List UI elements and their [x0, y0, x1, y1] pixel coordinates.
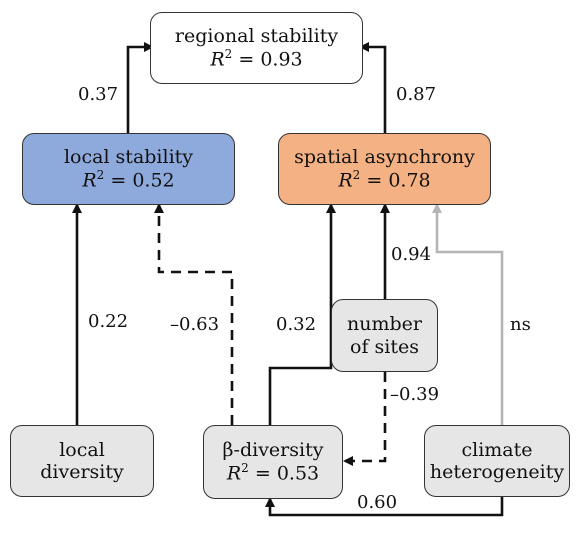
- coef-climate-to-beta: 0.60: [357, 492, 398, 513]
- node-local-diversity-line1: local: [59, 438, 105, 461]
- arrow-climate-to-async: [432, 203, 504, 425]
- node-regional-stability-label: regional stability: [174, 24, 339, 47]
- node-regional-stability: regional stability R2 = 0.93: [150, 12, 363, 84]
- coef-localdiv-to-localstab: 0.22: [88, 311, 129, 332]
- node-climate-heterogeneity-line1: climate: [461, 438, 533, 461]
- node-number-of-sites-line1: number: [347, 313, 422, 336]
- arrow-sites-to-beta: [343, 372, 387, 466]
- node-number-of-sites: number of sites: [331, 299, 438, 372]
- arrow-local-to-regional: [126, 42, 154, 133]
- node-local-diversity-line2: diversity: [40, 461, 124, 483]
- coef-sites-to-async: 0.94: [391, 244, 432, 265]
- arrow-climate-to-beta: [265, 497, 504, 517]
- arrow-async-to-regional: [359, 42, 387, 133]
- arrow-beta-to-localstab: [154, 203, 234, 425]
- node-local-diversity: local diversity: [10, 425, 154, 497]
- node-regional-stability-r2: R2 = 0.93: [210, 47, 303, 71]
- coef-async-to-regional: 0.87: [396, 84, 437, 105]
- node-spatial-asynchrony: spatial asynchrony R2 = 0.78: [278, 133, 491, 205]
- node-number-of-sites-line2: of sites: [350, 335, 419, 358]
- node-beta-diversity-r2: R2 = 0.53: [226, 461, 320, 485]
- coef-sites-to-beta: –0.39: [390, 384, 440, 405]
- node-spatial-asynchrony-label: spatial asynchrony: [294, 145, 475, 168]
- node-climate-heterogeneity-line2: heterogeneity: [429, 461, 565, 483]
- node-local-stability-r2: R2 = 0.52: [82, 168, 175, 192]
- node-local-stability: local stability R2 = 0.52: [22, 133, 235, 205]
- node-spatial-asynchrony-r2: R2 = 0.78: [338, 168, 431, 192]
- node-beta-diversity: β-diversity R2 = 0.53: [203, 425, 343, 499]
- coef-local-to-regional: 0.37: [78, 84, 119, 105]
- coef-climate-to-async: ns: [510, 314, 531, 335]
- node-beta-diversity-label: β-diversity: [222, 438, 324, 461]
- coef-beta-to-localstab: –0.63: [170, 314, 220, 335]
- arrow-beta-to-async: [268, 203, 336, 425]
- node-local-stability-label: local stability: [63, 145, 194, 168]
- node-climate-heterogeneity: climate heterogeneity: [424, 425, 570, 497]
- coef-beta-to-async: 0.32: [276, 314, 317, 335]
